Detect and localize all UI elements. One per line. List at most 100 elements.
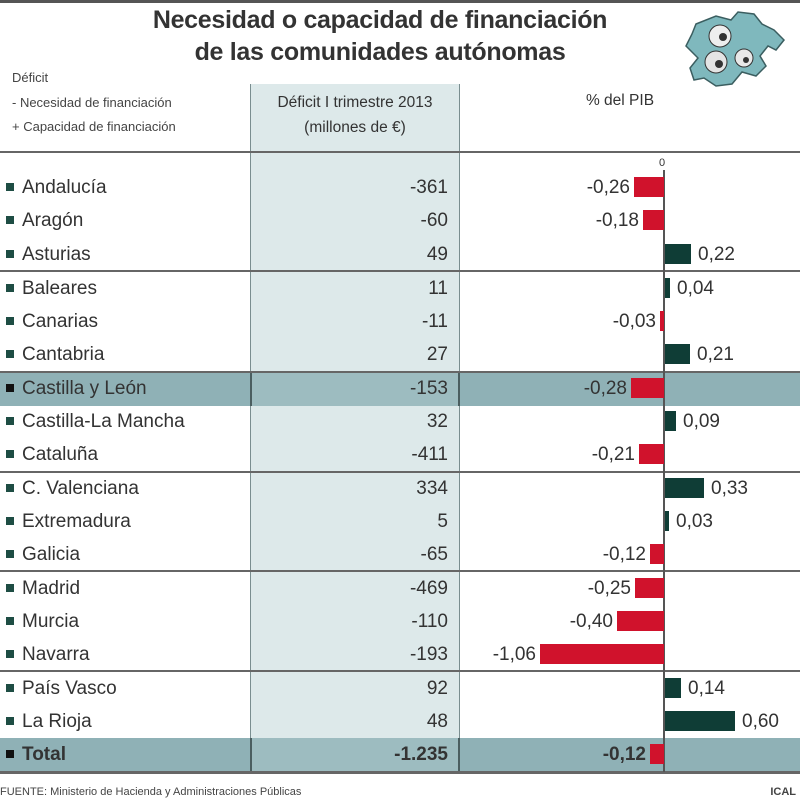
pib-value: -0,26 [586,177,630,198]
pib-value: 0,09 [683,411,720,432]
zero-axis [663,170,665,772]
region-name: C. Valenciana [22,478,139,499]
pib-bar [665,678,681,698]
row-marker-icon [6,750,14,758]
table-row: Asturias 49 0,22 [0,239,800,272]
row-marker-icon [6,284,14,292]
deficit-value: 49 [426,244,448,265]
region-name: Canarias [22,311,99,332]
deficit-value: -469 [409,578,448,599]
pib-value: 0,03 [676,511,713,532]
pib-bar [540,644,664,664]
row-marker-icon [6,717,14,725]
pib-bar [617,611,664,631]
row-marker-icon [6,617,14,625]
chart-title-line1: Necesidad o capacidad de financiación [152,6,608,34]
region-name: Castilla-La Mancha [22,411,185,432]
deficit-value: 334 [416,478,448,499]
pib-bar [665,711,735,731]
pib-bar [665,478,704,498]
table-row: Castilla-La Mancha 32 0,09 [0,406,800,439]
deficit-value: 48 [426,711,448,732]
table-row: Cataluña -411 -0,21 [0,439,800,472]
agency-credit: ICAL [770,786,796,798]
pib-bar [665,344,690,364]
region-name: Baleares [22,278,97,299]
legend-negative: - Necesidad de financiación [12,95,172,110]
table-row: Murcia -110 -0,40 [0,606,800,639]
deficit-value: -411 [411,444,448,465]
table-row: Extremadura 5 0,03 [0,506,800,539]
deficit-header-line1: Déficit I trimestre 2013 [277,94,433,111]
region-name: Cataluña [22,444,99,465]
group-separator [0,270,800,272]
row-marker-icon [6,250,14,258]
row-marker-icon [6,550,14,558]
pib-value: 0,14 [688,678,725,699]
row-marker-icon [6,650,14,658]
pib-value: -0,25 [587,578,631,599]
pib-bar [643,210,664,230]
region-name: Extremadura [22,511,131,532]
table-row: Madrid -469 -0,25 [0,573,800,606]
top-rule [0,0,800,3]
table-row: Aragón -60 -0,18 [0,205,800,238]
region-name: Galicia [22,544,81,565]
group-separator [0,371,800,373]
table-row: País Vasco 92 0,14 [0,673,800,706]
pib-value: 0,33 [711,478,748,499]
deficit-value: -193 [409,644,448,665]
pib-value: -0,03 [612,311,656,332]
table-row: Cantabria 27 0,21 [0,339,800,372]
pib-bar [650,544,664,564]
pib-bar [665,278,670,298]
pib-bar [665,244,691,264]
region-name: Madrid [22,578,81,599]
deficit-value: 11 [428,278,448,299]
region-name: Aragón [22,210,84,231]
highlight-castilla-leon [0,372,800,406]
deficit-value: -1.235 [394,744,448,765]
group-separator [0,570,800,572]
legend-title: Déficit [12,70,49,85]
pib-column-header: % del PIB [585,92,655,109]
pib-bar [631,378,664,398]
row-marker-icon [6,417,14,425]
table-row: Navarra -193 -1,06 [0,639,800,672]
group-separator [0,471,800,473]
pib-bar [634,177,664,197]
pib-bar [660,311,664,331]
pib-bar [650,744,664,764]
zero-axis-label: 0 [659,157,666,169]
chart-title-line2: de las comunidades autónomas [194,38,566,66]
deficit-value: -110 [411,611,448,632]
pib-value: 0,21 [697,344,734,365]
row-marker-icon [6,484,14,492]
pib-bar [665,411,676,431]
row-marker-icon [6,350,14,358]
pib-bar [639,444,664,464]
deficit-header-line2: (millones de €) [304,119,406,136]
deficit-value: -153 [409,378,448,399]
table-row: Baleares 11 0,04 [0,273,800,306]
row-marker-icon [6,384,14,392]
pib-value: -1,06 [492,644,536,665]
table-row: Galicia -65 -0,12 [0,539,800,572]
source-note: FUENTE: Ministerio de Hacienda y Adminis… [0,786,302,798]
region-name: Asturias [22,244,91,265]
deficit-value: 5 [437,511,448,532]
deficit-value: -60 [420,210,448,231]
bottom-separator [0,771,800,774]
row-marker-icon [6,584,14,592]
pib-bar [635,578,664,598]
row-marker-icon [6,684,14,692]
highlight-total [0,738,800,772]
deficit-value: 32 [426,411,448,432]
deficit-column-header: Déficit I trimestre 2013 (millones de €) [250,90,460,140]
table-row: Andalucía -361 -0,26 [0,172,800,205]
deficit-value: -65 [420,544,448,565]
region-name: Total [22,744,66,765]
pib-value: -0,12 [602,744,646,765]
region-name: Andalucía [22,177,107,198]
pib-value: -0,28 [583,378,627,399]
